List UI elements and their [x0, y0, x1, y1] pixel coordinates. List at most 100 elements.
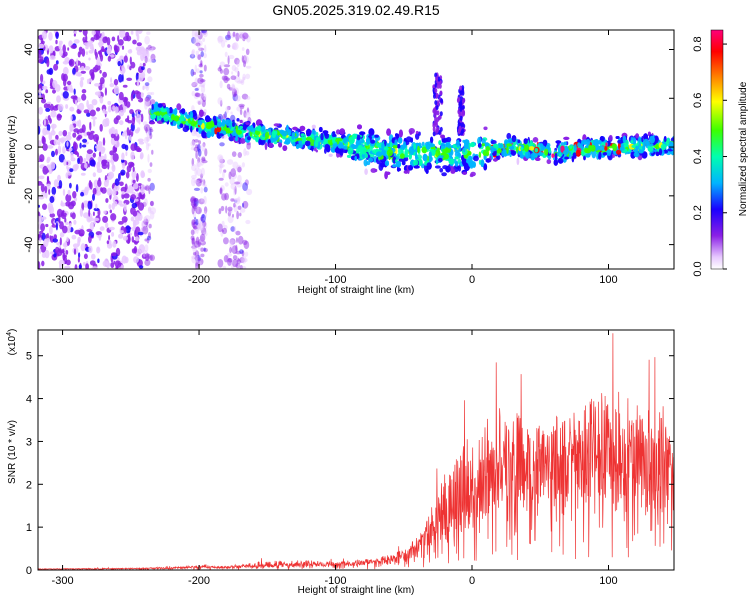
spectrogram-cell [227, 30, 231, 39]
spectrogram-cell [144, 48, 149, 55]
spectrogram-cell [370, 168, 377, 173]
spectrogram-cell [200, 60, 203, 65]
spectrogram-cell [291, 134, 295, 140]
spectrogram-cell [546, 159, 552, 165]
spectrogram-cell [65, 250, 69, 255]
spectrogram-cell [227, 55, 230, 65]
spectrogram-cell [231, 151, 237, 158]
spectrogram-cell [94, 91, 100, 96]
spectrogram-cell [558, 153, 562, 158]
spectrogram-cell [658, 148, 663, 156]
spectrogram-cell [107, 105, 112, 113]
spectrogram-cell [237, 152, 242, 158]
spectrogram-cell [409, 130, 413, 135]
spectrogram-cell [62, 146, 66, 154]
spectrogram-cell [217, 133, 224, 137]
spectrogram-cell [660, 143, 667, 151]
spectrogram-cell [404, 148, 409, 157]
spectrogram-cell [68, 222, 72, 229]
spectrogram-cell [594, 144, 600, 151]
spectrogram-cell [77, 157, 80, 164]
spectrogram-cell [231, 65, 237, 72]
spectrogram-cell [220, 39, 226, 48]
spectrogram-cell [65, 221, 69, 226]
spectrogram-cell [477, 136, 482, 145]
spectrogram-cell [461, 90, 465, 96]
top-x-axis-label: Height of straight line (km) [298, 285, 415, 296]
spectrogram-cell [296, 137, 303, 142]
spectrogram-cell [69, 168, 74, 173]
spectrogram-cell [56, 95, 61, 103]
spectrogram-cell [221, 119, 226, 127]
spectrogram-cell [144, 96, 150, 102]
spectrogram-cell [103, 210, 107, 214]
spectrogram-cell [121, 191, 125, 195]
spectrogram-cell [198, 47, 202, 52]
svg-text:(x104): (x104) [6, 329, 18, 356]
spectrogram-cell [242, 73, 246, 81]
spectrogram-cell [281, 131, 288, 137]
spectrogram-cell [245, 111, 251, 119]
spectrogram-cell [99, 49, 102, 58]
spectrogram-cell [92, 211, 95, 217]
spectrogram-cell [435, 149, 441, 158]
spectrogram-cell [230, 168, 236, 178]
spectrogram-cell [617, 139, 624, 144]
chart-title: GN05.2025.319.02.49.R15 [272, 2, 440, 18]
bottom-y-tick-label: 5 [26, 351, 32, 363]
spectrogram-cell [122, 107, 126, 113]
spectrogram-cell [286, 124, 289, 132]
spectrogram-cell [147, 253, 151, 259]
spectrogram-cell [60, 137, 67, 143]
spectrogram-cell [55, 222, 59, 231]
spectrogram-cell [374, 140, 378, 144]
spectrogram-cell [168, 107, 173, 114]
spectrogram-cell [191, 199, 196, 208]
spectrogram-cell [439, 126, 443, 132]
spectrogram-cell [202, 142, 206, 148]
spectrogram-cell [232, 259, 239, 268]
spectrogram-cell [553, 159, 558, 166]
spectrogram-cell [630, 140, 634, 144]
snr-background [38, 330, 674, 570]
spectrogram-cell [66, 236, 69, 243]
spectrogram-cell [244, 251, 249, 257]
spectrogram-cell [381, 148, 387, 156]
spectrogram-cell [121, 255, 128, 264]
spectrogram-cell [217, 154, 224, 162]
spectrogram-cell [242, 76, 246, 81]
spectrogram-cell [113, 201, 118, 207]
spectrogram-cell [141, 66, 145, 71]
spectrogram-cell [619, 146, 625, 151]
spectrogram-cell [408, 165, 413, 171]
spectrogram-cell [38, 175, 45, 180]
spectrogram-cell [223, 75, 229, 84]
spectrogram-cell [80, 172, 86, 176]
spectrogram-cell [195, 209, 202, 214]
spectrogram-cell [191, 139, 196, 146]
spectrogram-cell [230, 75, 237, 80]
spectrogram-cell [226, 159, 234, 165]
spectrogram-cell [109, 150, 115, 156]
spectrogram-cell [627, 149, 632, 153]
spectrogram-cell [68, 201, 75, 210]
spectrogram-cell [244, 179, 249, 186]
spectrogram-cell [197, 40, 203, 47]
spectrogram-cell [333, 143, 337, 149]
colorbar-tick-label: 0.6 [692, 93, 704, 108]
spectrogram-cell [199, 58, 203, 67]
spectrogram-cell [339, 128, 346, 135]
spectrogram-cell [66, 161, 69, 165]
spectrogram-cell [228, 54, 235, 60]
spectrogram-cell [516, 157, 520, 165]
spectrogram-cell [141, 171, 146, 178]
spectrogram-cell [243, 55, 249, 64]
spectrogram-cell [96, 34, 100, 40]
spectrogram-cell [177, 120, 181, 126]
spectrogram-cell [506, 146, 509, 154]
spectrogram-cell [229, 210, 232, 214]
spectrogram-cell [242, 32, 249, 40]
spectrogram-cell [198, 47, 205, 51]
spectrogram-cell [236, 256, 239, 265]
spectrogram-cell [356, 134, 361, 141]
